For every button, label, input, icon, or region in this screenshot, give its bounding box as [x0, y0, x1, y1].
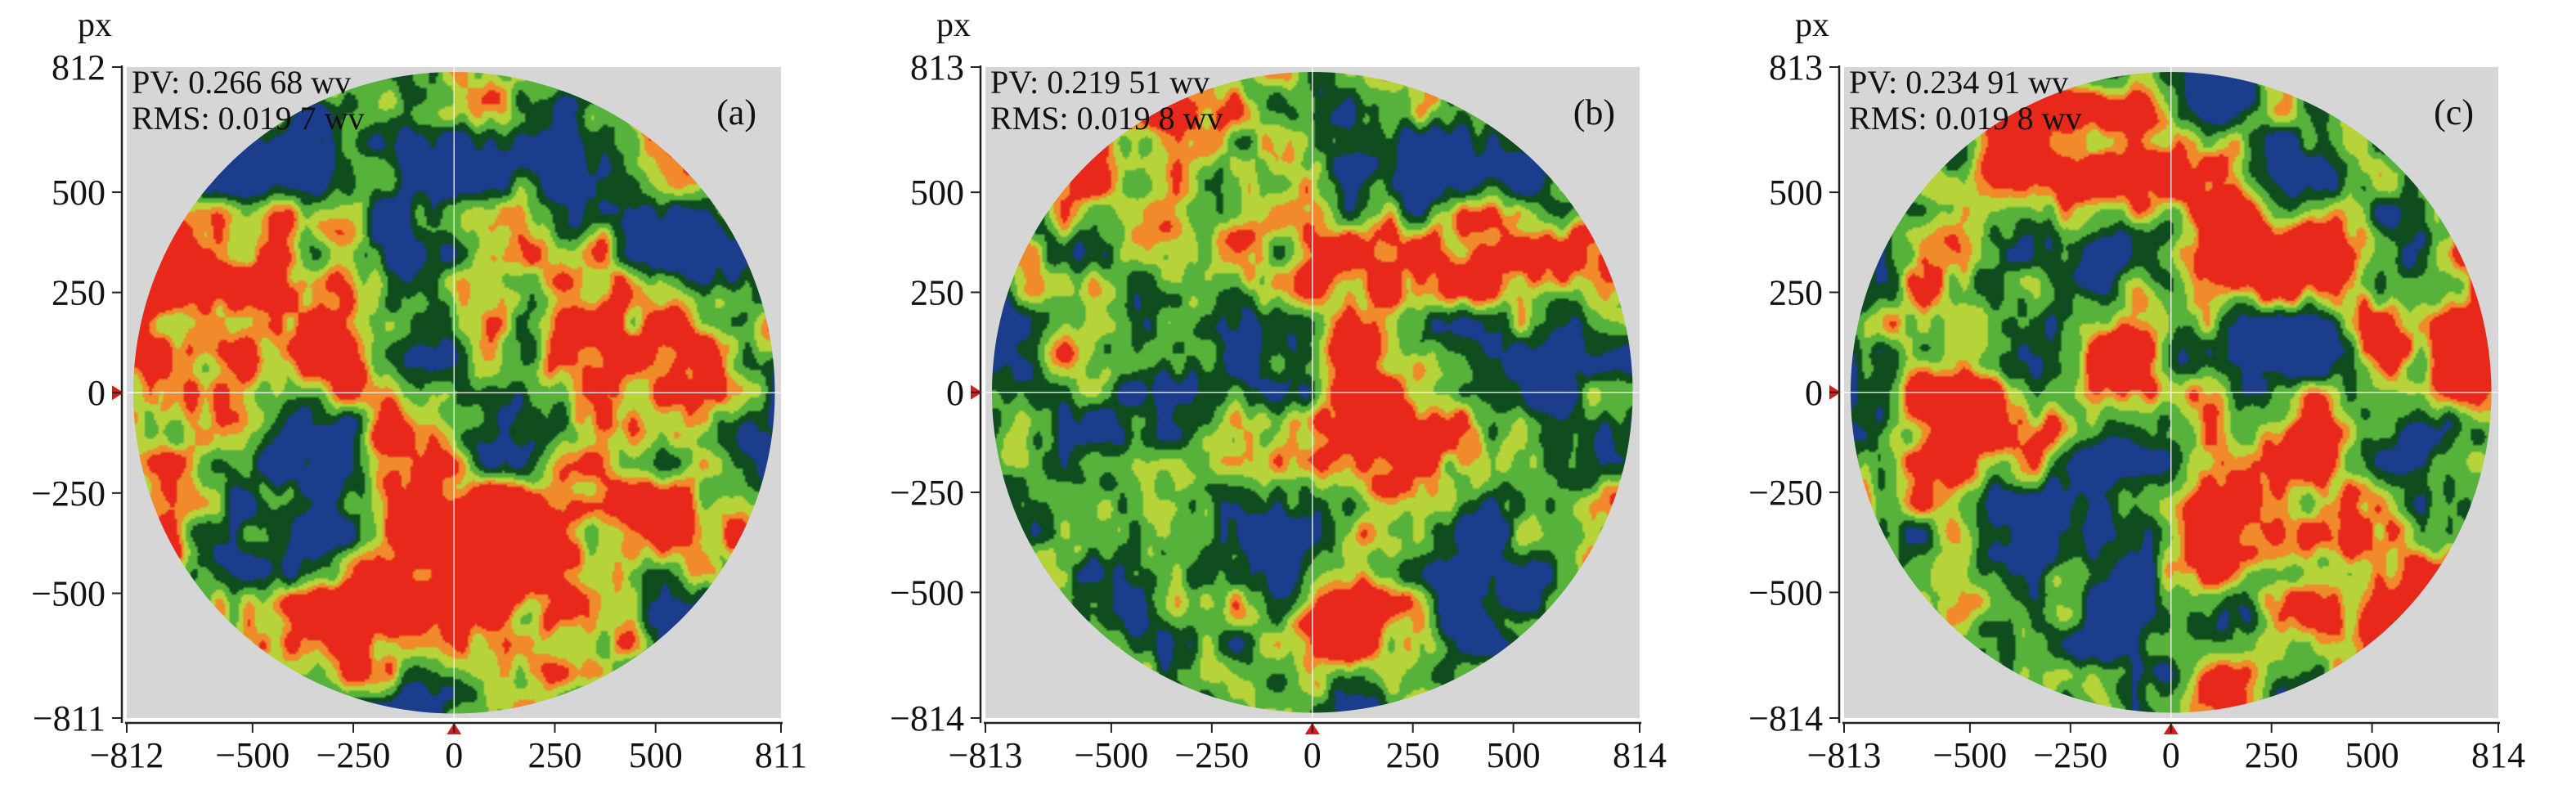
x-tick-label: −813: [1807, 735, 1882, 775]
x-tick-label: −500: [1074, 735, 1148, 775]
x-tick-label: 814: [1613, 735, 1667, 775]
x-tick-label: 500: [2345, 735, 2399, 775]
y-tick-label: 813: [1769, 47, 1823, 88]
y-tick-label: 500: [1769, 173, 1823, 213]
x-tick-label: 250: [1386, 735, 1440, 775]
rms-annotation: RMS: 0.019 7 wv: [132, 100, 365, 137]
rms-annotation: RMS: 0.019 8 wv: [990, 100, 1223, 137]
x-tick-label: 0: [445, 735, 463, 775]
panel-label: (c): [2434, 92, 2474, 132]
rms-annotation: RMS: 0.019 8 wv: [1849, 100, 2082, 137]
y-tick-label: −811: [33, 698, 105, 738]
y-tick-label: −814: [890, 698, 964, 738]
panel-label: (b): [1573, 92, 1615, 132]
panel-b: −813 −500 −250 0 250 500 814 813 500 250 0 −250 −500…: [859, 0, 1717, 790]
x-tick-label: −500: [215, 735, 289, 775]
chart-svg: −812 −500 −250 0 250 500 811 812 500 250 0 −250 −500…: [31, 7, 807, 775]
y-tick-label: 812: [52, 47, 105, 88]
y-tick-label: 250: [52, 273, 105, 313]
x-tick-label: 0: [2162, 735, 2180, 775]
x-tick-label: 0: [1304, 735, 1322, 775]
y-tick-label: 250: [1769, 272, 1823, 312]
x-tick-label: −250: [2033, 735, 2107, 775]
pv-annotation: PV: 0.234 91 wv: [1849, 64, 2068, 101]
unit-label: px: [936, 7, 971, 44]
unit-label: px: [1795, 7, 1829, 44]
y-tick-label: −250: [31, 474, 105, 514]
x-tick-label: −813: [949, 735, 1023, 775]
panel-a: −812 −500 −250 0 250 500 811 812 500 250 0 −250 −500…: [0, 0, 859, 790]
chart-svg: −813 −500 −250 0 250 500 814 813 500 250 0 −250 −500…: [890, 7, 1667, 775]
y-tick-label: 250: [910, 272, 964, 312]
x-tick-label: −500: [1932, 735, 2007, 775]
x-tick-label: 250: [2245, 735, 2299, 775]
x-tick-label: 250: [527, 735, 581, 775]
x-tick-label: −250: [1174, 735, 1249, 775]
pv-annotation: PV: 0.219 51 wv: [990, 64, 1209, 101]
chart-svg: −813 −500 −250 0 250 500 814 813 500 250 0 −250 −500…: [1748, 7, 2525, 775]
y-tick-label: 500: [52, 173, 105, 213]
x-tick-label: 814: [2471, 735, 2525, 775]
y-tick-label: 0: [946, 373, 964, 413]
y-tick-label: −500: [1748, 572, 1823, 613]
y-tick-label: −500: [31, 573, 105, 613]
y-tick-label: −500: [890, 572, 964, 613]
panel-label: (a): [716, 92, 756, 132]
y-tick-label: −814: [1748, 698, 1823, 738]
x-tick-label: 500: [629, 735, 683, 775]
x-tick-label: 811: [755, 735, 807, 775]
pv-annotation: PV: 0.266 68 wv: [132, 64, 351, 101]
y-tick-label: −250: [1748, 473, 1823, 513]
x-tick-label: 500: [1487, 735, 1541, 775]
y-tick-label: −250: [890, 473, 964, 513]
y-tick-label: 500: [910, 173, 964, 213]
unit-label: px: [78, 7, 112, 44]
x-tick-label: −250: [316, 735, 391, 775]
y-tick-label: 0: [88, 373, 105, 413]
y-tick-label: 813: [910, 47, 964, 88]
y-tick-label: 0: [1805, 373, 1823, 413]
x-tick-label: −812: [90, 735, 164, 775]
panel-c: −813 −500 −250 0 250 500 814 813 500 250 0 −250 −500…: [1717, 0, 2576, 790]
